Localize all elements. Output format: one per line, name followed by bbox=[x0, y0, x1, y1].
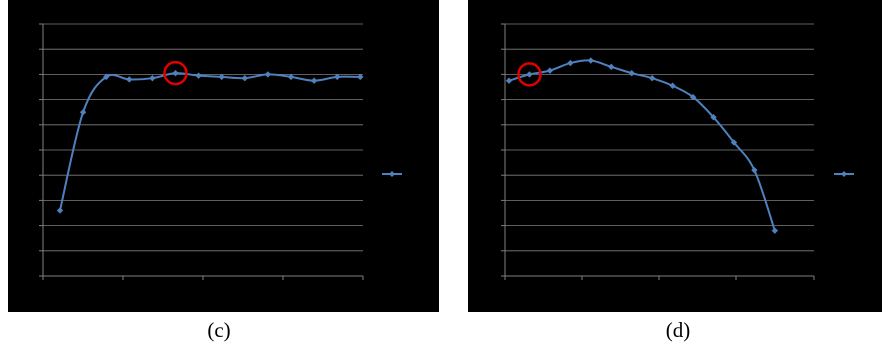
data-point bbox=[241, 74, 248, 82]
chart-panel-d bbox=[468, 0, 882, 312]
line-chart-c bbox=[39, 23, 402, 280]
legend-marker bbox=[841, 171, 847, 177]
data-point bbox=[56, 207, 64, 214]
data-point bbox=[526, 71, 533, 78]
caption-c: (c) bbox=[207, 318, 231, 342]
data-point bbox=[505, 77, 513, 84]
legend-marker bbox=[389, 171, 395, 177]
data-point bbox=[648, 74, 656, 82]
data-point bbox=[546, 67, 554, 74]
data-point bbox=[103, 73, 110, 81]
data-point bbox=[628, 69, 635, 77]
data-point bbox=[126, 76, 133, 83]
data-point bbox=[669, 82, 676, 89]
data-point bbox=[218, 73, 225, 81]
data-point bbox=[264, 71, 272, 78]
data-point bbox=[195, 72, 202, 79]
data-point bbox=[310, 77, 318, 84]
series-line bbox=[59, 72, 361, 211]
highlight-circle bbox=[163, 60, 188, 86]
data-point bbox=[334, 73, 341, 81]
data-point bbox=[172, 69, 179, 77]
data-point bbox=[79, 109, 87, 116]
chart-panel-c bbox=[8, 0, 439, 312]
caption-d: (d) bbox=[665, 318, 691, 342]
data-point bbox=[567, 59, 574, 67]
line-chart-d bbox=[501, 23, 854, 280]
data-point bbox=[730, 139, 738, 146]
highlight-circle bbox=[517, 62, 542, 87]
data-point bbox=[771, 227, 779, 234]
data-point bbox=[608, 63, 615, 71]
data-point bbox=[751, 166, 758, 174]
data-point bbox=[587, 57, 594, 64]
data-point bbox=[357, 73, 364, 81]
series-line bbox=[508, 59, 776, 231]
data-point bbox=[287, 73, 295, 81]
data-point bbox=[710, 114, 717, 121]
data-point bbox=[149, 74, 156, 82]
